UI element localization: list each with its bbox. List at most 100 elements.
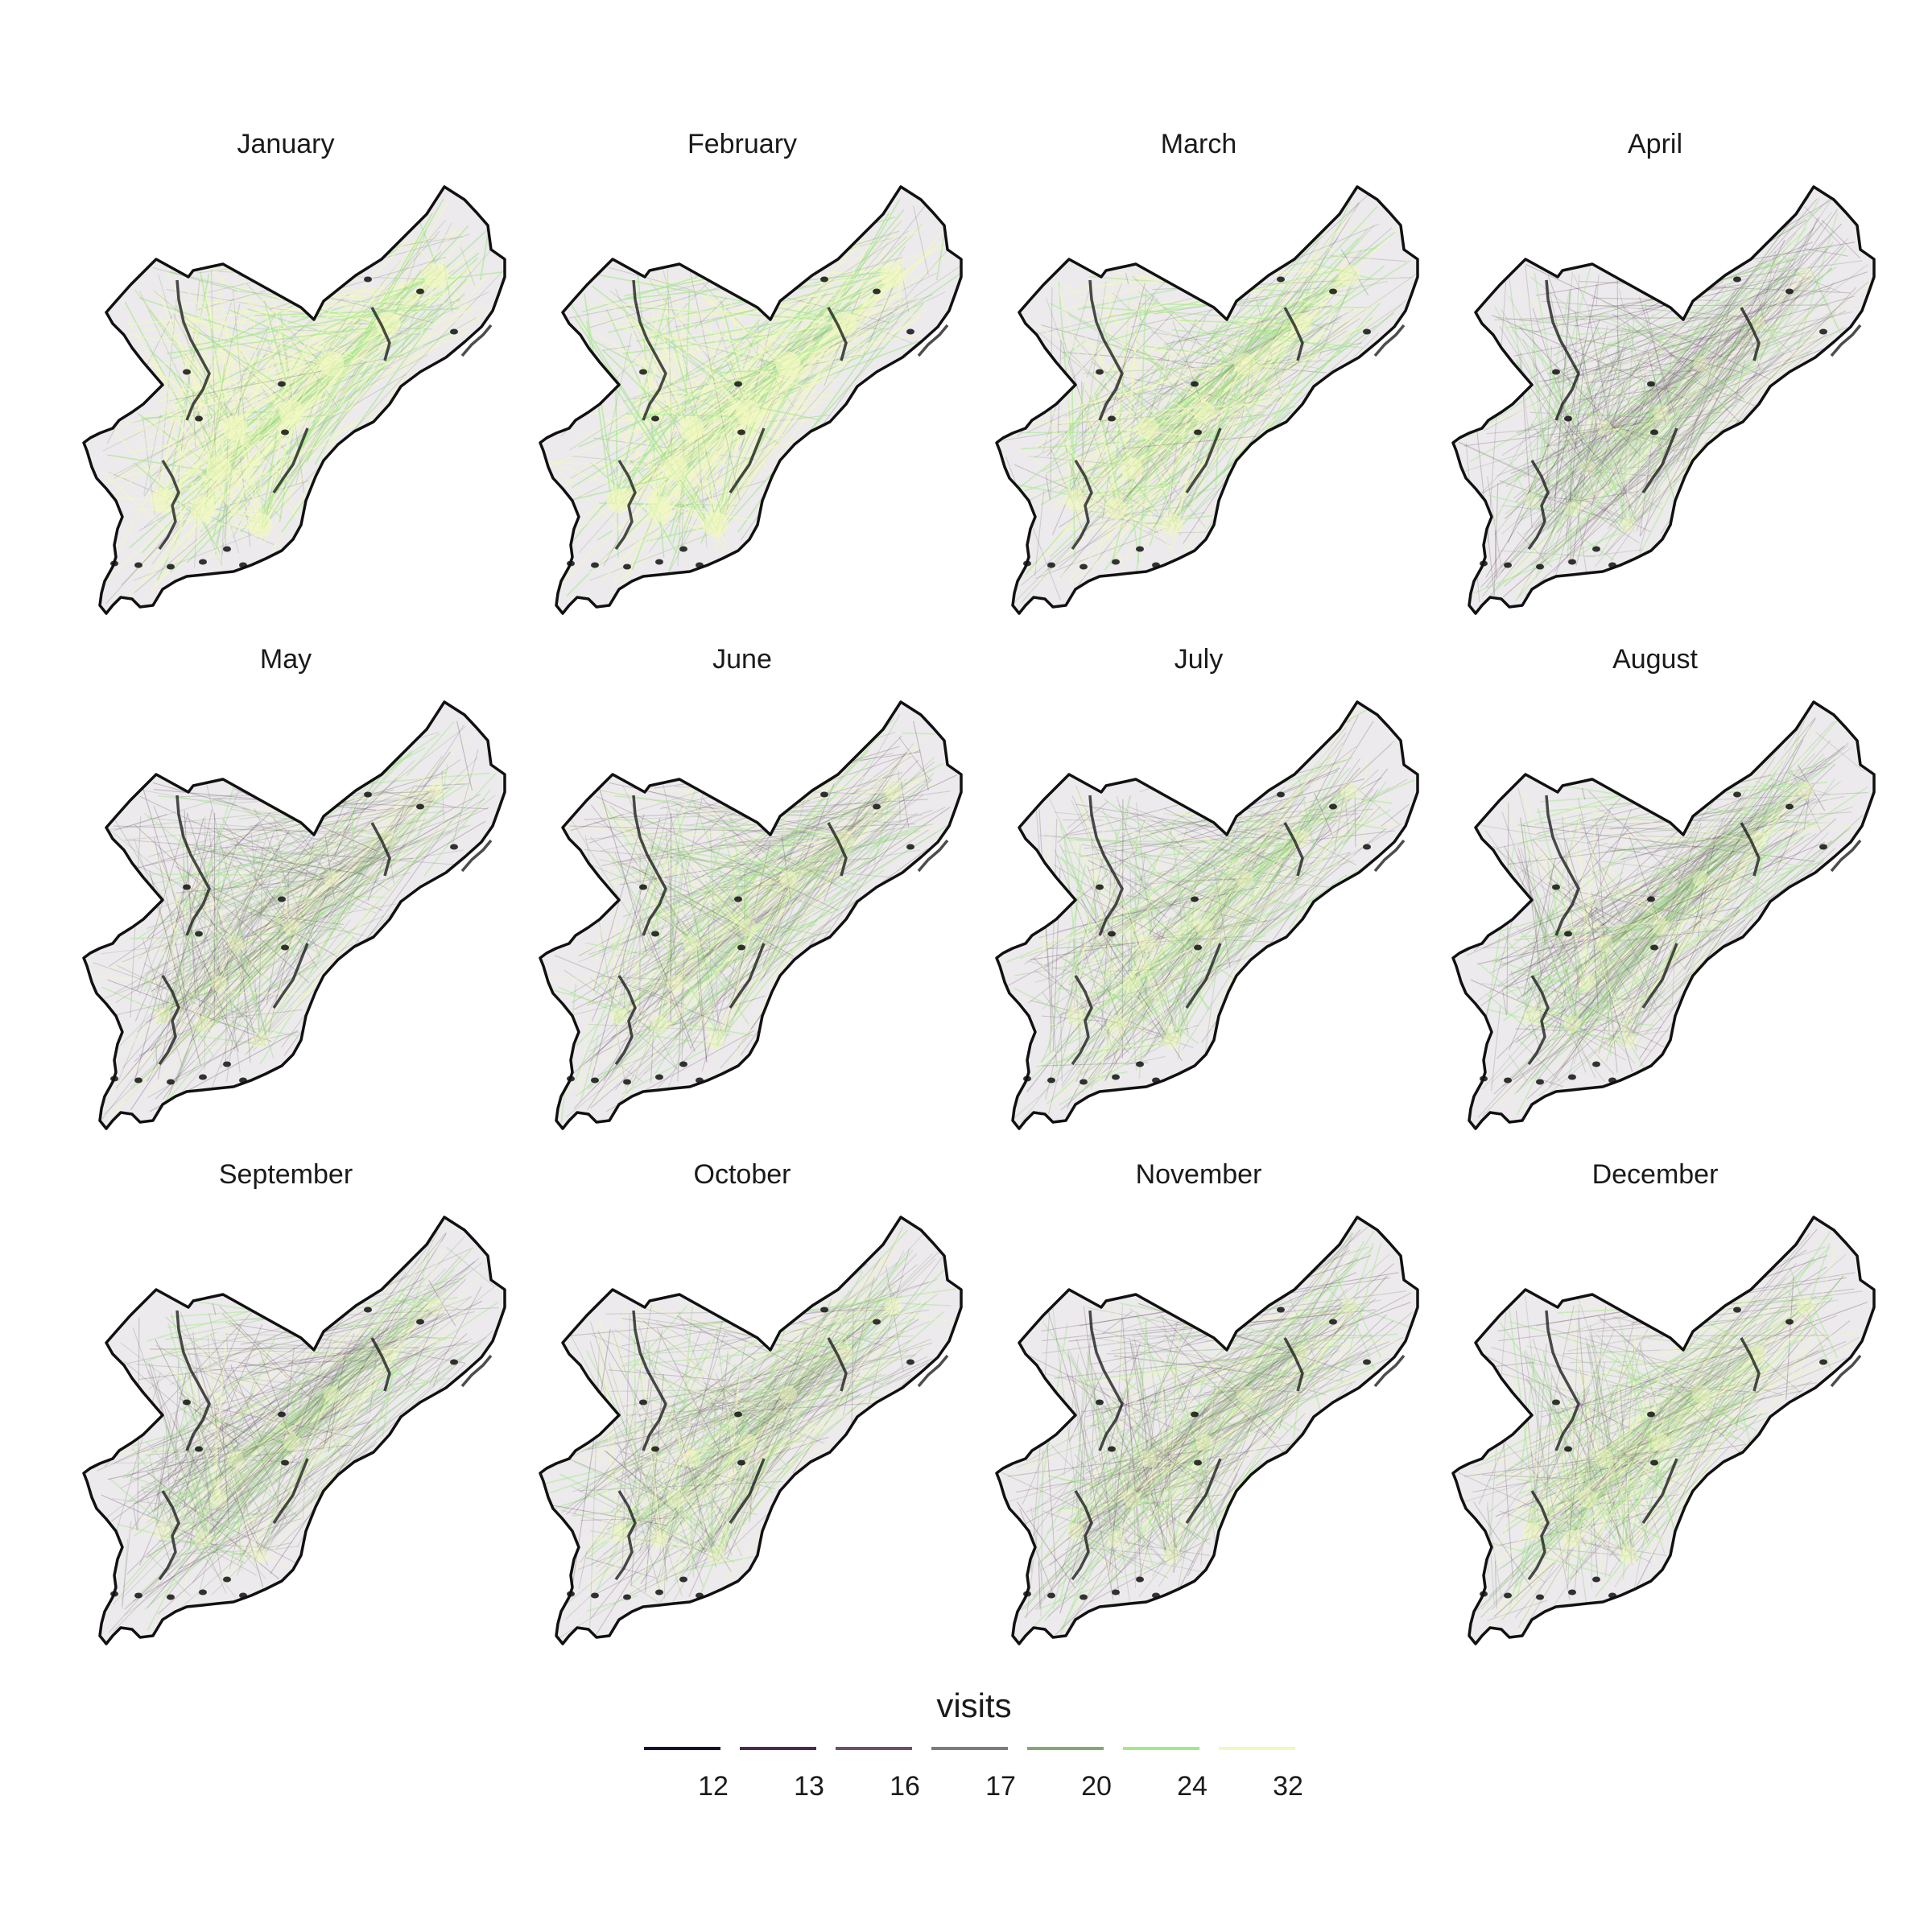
hub-glow <box>155 1008 171 1024</box>
flow-line <box>193 513 198 568</box>
flow-line <box>1081 1479 1154 1539</box>
flow-line <box>264 845 332 874</box>
flow-line <box>1551 385 1637 522</box>
flow-line <box>308 1257 421 1398</box>
flow-line <box>221 1302 430 1577</box>
flow-line <box>741 786 907 857</box>
land-feature <box>655 1074 663 1080</box>
flow-line <box>1130 843 1145 858</box>
flow-line <box>1316 815 1360 843</box>
flow-line <box>1142 322 1225 424</box>
map-panel-april: April <box>1451 129 1876 615</box>
flow-line <box>216 1241 443 1496</box>
flow-line <box>1690 326 1732 442</box>
flow-line <box>382 1300 482 1352</box>
flow-line <box>148 985 220 1013</box>
flow-line <box>175 1410 343 1482</box>
flow-line <box>1686 878 1751 972</box>
flow-line <box>1044 784 1352 1084</box>
flow-line <box>1257 902 1283 935</box>
flow-line <box>147 1261 476 1516</box>
flow-line <box>167 838 240 1050</box>
flow-line <box>1139 1350 1301 1431</box>
flow-line <box>227 799 485 948</box>
flow-line <box>1069 463 1084 493</box>
hub-glow <box>1797 782 1814 799</box>
flow-line <box>209 1455 237 1465</box>
flow-line <box>1802 275 1841 293</box>
land-feature <box>416 288 424 295</box>
flow-line <box>1639 407 1677 552</box>
land-feature <box>679 1061 687 1067</box>
flow-line <box>1627 815 1863 1036</box>
flow-line <box>176 354 405 400</box>
flow-line <box>1571 392 1597 562</box>
flow-line <box>1537 419 1665 500</box>
flow-line <box>1174 531 1208 534</box>
flow-line <box>1087 1547 1171 1557</box>
flow-line <box>1238 1330 1281 1401</box>
flow-line <box>133 1505 290 1602</box>
flow-line <box>687 1302 863 1468</box>
flow-line <box>1211 274 1417 418</box>
flow-line <box>710 1398 796 1405</box>
flow-line <box>122 1521 132 1607</box>
flow-line <box>264 1379 300 1554</box>
flow-line <box>614 852 692 1051</box>
flow-line <box>786 795 806 869</box>
flow-line <box>1546 859 1577 1018</box>
flow-line <box>303 885 331 951</box>
flow-line <box>1633 909 1674 1034</box>
flow-line <box>215 1414 249 1513</box>
flow-line <box>170 1336 392 1352</box>
flow-line <box>691 319 866 427</box>
flow-line <box>244 1007 293 1055</box>
flow-line <box>1608 404 1737 430</box>
flow-line <box>1752 811 1808 844</box>
flow-line <box>1163 1389 1176 1566</box>
flow-line <box>559 1522 745 1638</box>
flow-line <box>230 1364 269 1456</box>
flow-line <box>580 1034 600 1103</box>
flow-line <box>1517 847 1547 945</box>
flow-line <box>1568 378 1645 445</box>
flow-line <box>1516 782 1773 1093</box>
flow-line <box>217 853 381 919</box>
flow-line <box>625 1405 766 1416</box>
flow-line <box>1551 862 1665 1022</box>
flow-line <box>1092 937 1147 1089</box>
flow-line <box>1581 345 1595 431</box>
flow-line <box>157 298 177 504</box>
flow-line <box>1693 266 1837 359</box>
flow-line <box>1191 1474 1205 1510</box>
flow-line <box>115 896 275 1089</box>
flow-line <box>1497 812 1786 988</box>
flow-line <box>1104 795 1130 974</box>
flow-line <box>1550 331 1608 538</box>
flow-line <box>1695 299 1737 370</box>
flow-line <box>1759 278 1805 361</box>
flow-line <box>694 297 727 329</box>
flow-line <box>1142 1349 1340 1453</box>
land-feature <box>1096 369 1104 375</box>
flow-line <box>1553 415 1610 424</box>
flow-line <box>1289 1296 1319 1369</box>
flow-line <box>1538 925 1580 1009</box>
flow-line <box>1102 1311 1133 1335</box>
flow-line <box>1657 883 1710 941</box>
flow-line <box>1575 323 1835 513</box>
flow-line <box>165 1316 297 1436</box>
flow-line <box>206 839 412 1026</box>
flow-line <box>1042 1311 1351 1354</box>
flow-line <box>1060 1016 1063 1082</box>
flow-line <box>157 1525 172 1567</box>
flow-line <box>614 363 658 508</box>
flow-line <box>589 864 745 930</box>
land-feature <box>1194 1459 1202 1466</box>
flow-line <box>1069 797 1303 1017</box>
flow-line <box>669 893 676 985</box>
hub-glow <box>195 1016 211 1032</box>
flow-line <box>1054 849 1131 1049</box>
flow-line <box>1530 452 1574 536</box>
